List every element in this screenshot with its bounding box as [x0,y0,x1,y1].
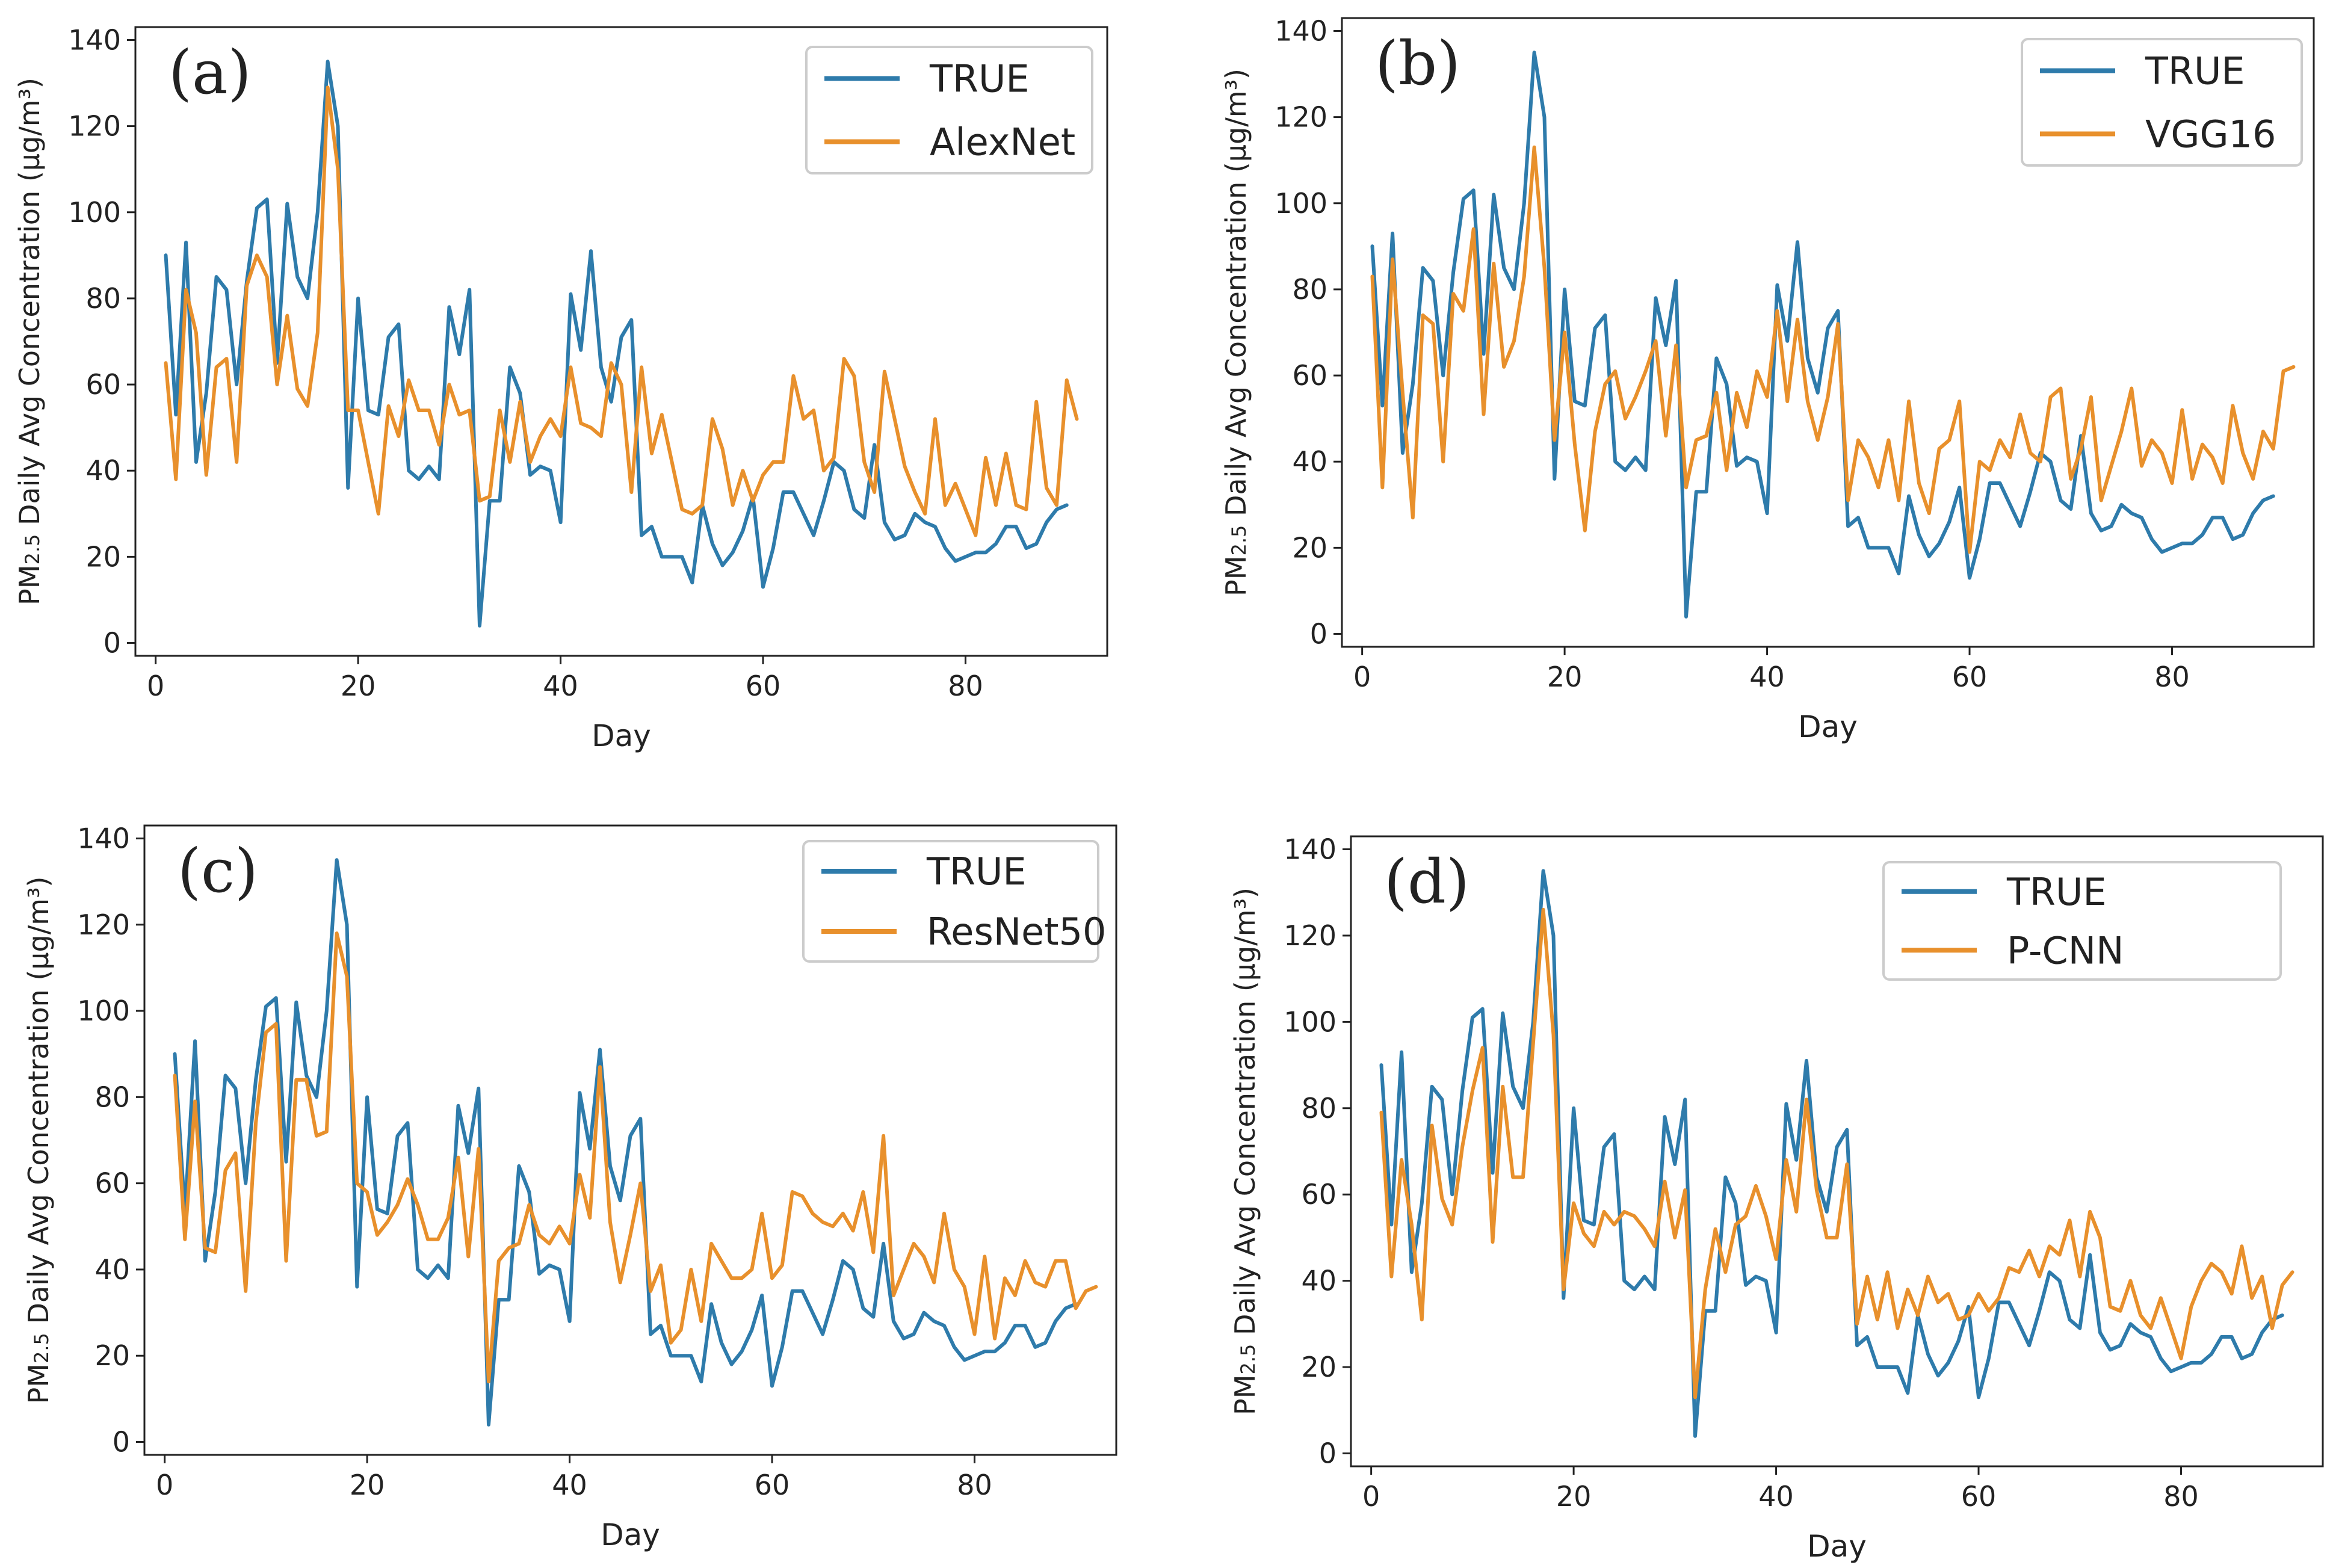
chart-panel-b: 0 20 40 60 80 100 120 140 0 20 40 60 80 Day PM2.5 Dail… [1220,14,2315,744]
x-axis-label: Day [592,718,651,753]
panel-label: (b) [1375,28,1460,99]
y-axis-label: PM2.5 Daily Avg Concentration (µg/m³) [13,78,46,605]
y-tick-label: 20 [94,1339,130,1372]
legend: TRUE P-CNN [1882,861,2282,981]
y-tick-label: 0 [1319,1437,1337,1469]
y-tick-label: 40 [85,454,121,487]
y-tick-label: 120 [68,110,121,143]
series-line-resnet50 [173,931,1098,1384]
y-tick-label: 140 [1275,14,1327,47]
x-axis-label: Day [1807,1529,1867,1564]
legend: TRUE ResNet50 [802,840,1106,963]
x-tick-label: 60 [746,670,781,702]
y-tick-label: 120 [77,909,130,941]
panel-label: (d) [1384,847,1469,917]
series-line-true [164,60,1069,628]
legend-label-vgg16: VGG16 [2145,113,2276,156]
series-line-alexnet [164,85,1079,537]
series-line-true [1379,869,2284,1438]
x-tick-label: 60 [1952,661,1988,693]
legend-label-resnet50: ResNet50 [927,910,1106,954]
legend-label-alexnet: AlexNet [930,120,1075,164]
y-tick-label: 60 [1292,359,1327,392]
y-tick-label: 140 [68,23,121,56]
x-tick-label: 0 [1353,661,1371,693]
x-tick-label: 0 [156,1469,173,1501]
legend-label-true: TRUE [929,57,1030,101]
legend: TRUE AlexNet [805,46,1093,174]
x-tick-label: 80 [948,670,983,702]
y-tick-label: 20 [85,540,121,573]
y-axis-label: PM2.5 Daily Avg Concentration (µg/m³) [22,877,55,1404]
y-tick-label: 60 [85,368,121,401]
series-line-true [173,858,1078,1427]
legend: TRUE VGG16 [2021,38,2303,167]
panel-label: (c) [178,836,258,906]
series-line-true [1370,51,2275,619]
y-axis-label: PM2.5 Daily Avg Concentration (µg/m³) [1220,69,1252,596]
y-tick-label: 100 [68,196,121,229]
y-tick-label: 60 [94,1167,130,1200]
x-tick-label: 80 [2154,661,2190,693]
x-axis-label: Day [1798,709,1858,744]
y-tick-label: 80 [1301,1092,1337,1125]
x-tick-label: 80 [2163,1480,2199,1513]
y-axis-label: PM2.5 Daily Avg Concentration (µg/m³) [1229,887,1261,1415]
y-tick-label: 140 [77,822,130,854]
y-tick-label: 20 [1292,531,1327,564]
x-tick-label: 60 [755,1469,790,1501]
y-tick-label: 0 [113,1426,130,1458]
x-tick-label: 20 [350,1469,385,1501]
legend-box [1882,861,2282,981]
chart-panel-c: 0 20 40 60 80 100 120 140 0 20 40 60 80 Day PM2.5 Dail… [22,822,1117,1552]
series-line-p-cnn [1379,907,2294,1400]
legend-label-p-cnn: P-CNN [2007,928,2124,972]
y-tick-label: 80 [85,282,121,315]
x-tick-label: 20 [1547,661,1583,693]
panel-label: (a) [168,37,252,108]
plot-frame [1341,17,2315,648]
y-tick-label: 40 [1292,445,1327,478]
y-tick-label: 60 [1301,1178,1337,1211]
y-tick-label: 100 [77,995,130,1027]
x-tick-label: 60 [1961,1480,1997,1513]
y-tick-label: 80 [1292,273,1327,306]
x-tick-label: 0 [147,670,164,702]
y-tick-label: 120 [1275,101,1327,134]
legend-label-true: TRUE [926,850,1027,894]
x-tick-label: 40 [543,670,578,702]
x-axis-label: Day [601,1517,660,1552]
series-line-vgg16 [1370,145,2296,554]
y-tick-label: 80 [94,1081,130,1113]
chart-panel-a: 0 20 40 60 80 100 120 140 0 20 40 60 80 Day PM2.5 Dail… [13,23,1108,753]
y-tick-label: 100 [1275,187,1327,220]
x-tick-label: 40 [1749,661,1785,693]
x-tick-label: 20 [341,670,376,702]
y-tick-label: 40 [1301,1265,1337,1297]
y-tick-label: 0 [1310,618,1327,650]
x-tick-label: 80 [957,1469,992,1501]
x-tick-label: 40 [1758,1480,1794,1513]
x-tick-label: 40 [552,1469,587,1501]
legend-label-true: TRUE [2006,870,2107,914]
y-tick-label: 40 [94,1253,130,1286]
y-tick-label: 120 [1284,919,1337,952]
plot-frame [134,26,1108,657]
y-tick-label: 100 [1284,1005,1337,1038]
y-tick-label: 20 [1301,1351,1337,1383]
x-tick-label: 0 [1362,1480,1380,1513]
y-tick-label: 0 [104,627,121,659]
y-tick-label: 140 [1284,833,1337,866]
plot-frame [143,824,1117,1456]
legend-label-true: TRUE [2145,49,2245,93]
chart-panel-d: 0 20 40 60 80 100 120 140 0 20 40 60 80 Day PM2.5 Dail… [1229,833,2324,1564]
plot-frame [1350,835,2324,1468]
x-tick-label: 20 [1556,1480,1592,1513]
